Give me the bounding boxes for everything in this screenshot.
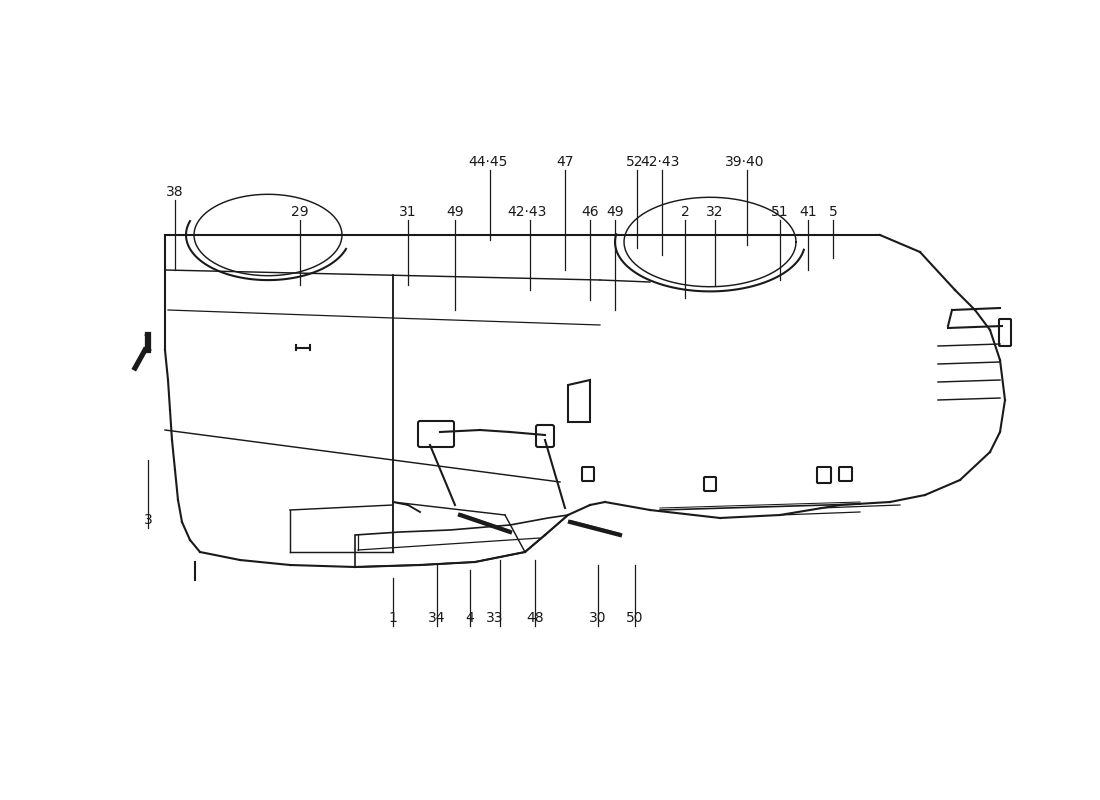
FancyBboxPatch shape xyxy=(418,421,454,447)
Text: 51: 51 xyxy=(771,205,789,219)
Text: 39·40: 39·40 xyxy=(725,155,764,169)
Text: 47: 47 xyxy=(557,155,574,169)
FancyBboxPatch shape xyxy=(839,467,853,481)
Text: 44·45: 44·45 xyxy=(469,155,508,169)
Text: 1: 1 xyxy=(388,611,397,625)
FancyBboxPatch shape xyxy=(582,467,594,481)
Text: 31: 31 xyxy=(399,205,417,219)
Text: 2: 2 xyxy=(681,205,690,219)
Text: 38: 38 xyxy=(166,185,184,199)
Polygon shape xyxy=(568,380,590,422)
FancyBboxPatch shape xyxy=(704,477,716,491)
Text: 42·43: 42·43 xyxy=(507,205,547,219)
FancyBboxPatch shape xyxy=(999,319,1011,346)
Text: 41: 41 xyxy=(800,205,817,219)
Text: 52: 52 xyxy=(626,155,644,169)
Text: 5: 5 xyxy=(828,205,837,219)
Text: 49: 49 xyxy=(447,205,464,219)
Text: 4: 4 xyxy=(465,611,474,625)
Text: 33: 33 xyxy=(486,611,504,625)
Text: 32: 32 xyxy=(706,205,724,219)
Text: 48: 48 xyxy=(526,611,543,625)
Text: 49: 49 xyxy=(606,205,624,219)
FancyBboxPatch shape xyxy=(536,425,554,447)
Text: 34: 34 xyxy=(428,611,446,625)
Text: 29: 29 xyxy=(292,205,309,219)
Text: 30: 30 xyxy=(590,611,607,625)
FancyBboxPatch shape xyxy=(817,467,830,483)
Text: 3: 3 xyxy=(144,513,153,527)
Text: 50: 50 xyxy=(626,611,644,625)
Text: 46: 46 xyxy=(581,205,598,219)
Text: 42·43: 42·43 xyxy=(640,155,680,169)
